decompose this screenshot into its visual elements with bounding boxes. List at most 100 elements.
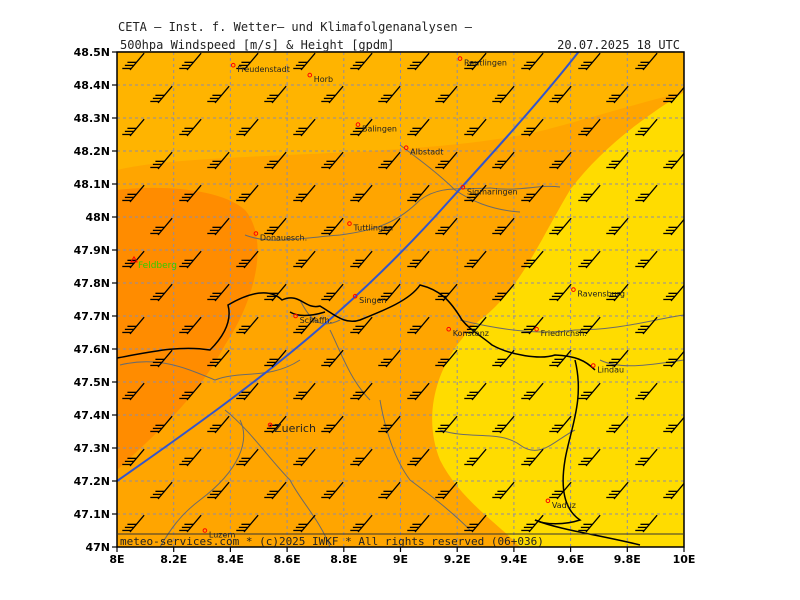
wind-barb bbox=[663, 350, 684, 368]
lat-tick-label: 48.5N bbox=[74, 46, 110, 59]
wind-barb bbox=[464, 382, 487, 401]
wind-barb bbox=[179, 382, 202, 401]
wind-barb bbox=[321, 85, 344, 104]
city-label: Singen bbox=[359, 296, 386, 305]
lat-tick-label: 47.2N bbox=[74, 475, 110, 488]
wind-barb bbox=[492, 349, 515, 368]
lat-tick-label: 47.8N bbox=[74, 277, 110, 290]
wind-barb bbox=[549, 85, 572, 104]
latitude-axis: 48.5N 48.4N 48.3N 48.2N 48.1N 48N 47.9N 47.8N 47… bbox=[74, 46, 117, 554]
wind-barb bbox=[549, 415, 572, 434]
wind-barb bbox=[492, 217, 515, 236]
wind-barb bbox=[521, 382, 544, 401]
wind-barb bbox=[435, 415, 458, 434]
city-marker: Schaffh. bbox=[293, 313, 333, 325]
lon-tick-label: 10E bbox=[673, 553, 696, 566]
wind-barb bbox=[207, 217, 230, 236]
wind-barb bbox=[179, 316, 202, 335]
wind-barb bbox=[435, 283, 458, 302]
wind-barb bbox=[521, 184, 544, 203]
lat-tick-label: 47.5N bbox=[74, 376, 110, 389]
wind-barb bbox=[464, 184, 487, 203]
wind-barb bbox=[435, 481, 458, 500]
wind-barb bbox=[350, 184, 373, 203]
city-label: Schaffh. bbox=[300, 316, 333, 325]
lat-tick-label: 47.9N bbox=[74, 244, 110, 257]
wind-barb bbox=[492, 283, 515, 302]
wind-barb bbox=[264, 85, 287, 104]
wind-barb bbox=[264, 415, 287, 434]
wind-barb bbox=[407, 514, 430, 533]
city-marker: Tuttlingen bbox=[347, 221, 393, 233]
wind-barb bbox=[663, 284, 684, 302]
city-label: Freudenstadt bbox=[237, 65, 290, 74]
wind-barb bbox=[378, 481, 401, 500]
wind-barb bbox=[378, 85, 401, 104]
lon-tick-label: 9.4E bbox=[500, 553, 527, 566]
wind-barb bbox=[150, 85, 173, 104]
wind-barb bbox=[635, 52, 658, 71]
wind-barb bbox=[293, 250, 316, 269]
lon-tick-label: 9.2E bbox=[444, 553, 471, 566]
wind-barb bbox=[464, 52, 487, 71]
wind-barb bbox=[635, 250, 658, 269]
wind-barb bbox=[150, 151, 173, 170]
wind-barb bbox=[407, 382, 430, 401]
wind-barb bbox=[521, 514, 544, 533]
lon-tick-label: 8E bbox=[109, 553, 124, 566]
lat-tick-label: 47.1N bbox=[74, 508, 110, 521]
wind-barb bbox=[179, 118, 202, 137]
wind-barb bbox=[578, 514, 601, 533]
wind-barb bbox=[122, 448, 145, 467]
wind-barb bbox=[492, 481, 515, 500]
lon-tick-label: 8.6E bbox=[274, 553, 301, 566]
city-marker: Luzern bbox=[202, 528, 236, 540]
wind-barb bbox=[321, 151, 344, 170]
wind-barb bbox=[293, 382, 316, 401]
header-divider bbox=[117, 51, 684, 52]
wind-barb bbox=[122, 382, 145, 401]
wind-barb bbox=[407, 250, 430, 269]
wind-barb bbox=[663, 218, 684, 236]
city-label: Sigmaringen bbox=[467, 187, 518, 196]
lat-tick-label: 47.7N bbox=[74, 310, 110, 323]
wind-barb bbox=[521, 118, 544, 137]
wind-barb bbox=[435, 349, 458, 368]
lat-tick-label: 48.3N bbox=[74, 112, 110, 125]
wind-barb bbox=[207, 349, 230, 368]
wind-barb bbox=[293, 118, 316, 137]
wind-barb bbox=[635, 316, 658, 335]
wind-barb bbox=[407, 52, 430, 71]
wind-barb bbox=[150, 349, 173, 368]
wind-barb bbox=[293, 448, 316, 467]
wind-barb bbox=[549, 481, 572, 500]
wind-barb bbox=[264, 349, 287, 368]
wind-barb bbox=[264, 481, 287, 500]
wind-barb bbox=[207, 283, 230, 302]
wind-barb bbox=[350, 118, 373, 137]
wind-barb bbox=[293, 316, 316, 335]
city-label: Lindau bbox=[597, 366, 624, 375]
wind-barb bbox=[350, 316, 373, 335]
wind-barb bbox=[236, 52, 259, 71]
wind-barb bbox=[464, 448, 487, 467]
lat-tick-label: 47.4N bbox=[74, 409, 110, 422]
wind-barb bbox=[122, 52, 145, 71]
wind-barb bbox=[207, 481, 230, 500]
wind-barb bbox=[492, 415, 515, 434]
wind-barb bbox=[492, 151, 515, 170]
wind-barb bbox=[321, 283, 344, 302]
wind-barb bbox=[150, 481, 173, 500]
wind-barb bbox=[264, 283, 287, 302]
wind-barb bbox=[635, 448, 658, 467]
longitude-axis: 8E 8.2E 8.4E 8.6E 8.8E 9E 9.2E 9.4E 9.6E 9.8E 10E bbox=[109, 547, 695, 566]
wind-barb bbox=[521, 52, 544, 71]
wind-barb bbox=[578, 52, 601, 71]
city-marker: Balingen bbox=[355, 122, 397, 134]
minor-boundaries bbox=[119, 144, 684, 547]
city-marker: Lindau bbox=[590, 363, 624, 375]
city-label: Balingen bbox=[362, 125, 397, 134]
wind-barb bbox=[521, 250, 544, 269]
wind-barb bbox=[635, 118, 658, 137]
